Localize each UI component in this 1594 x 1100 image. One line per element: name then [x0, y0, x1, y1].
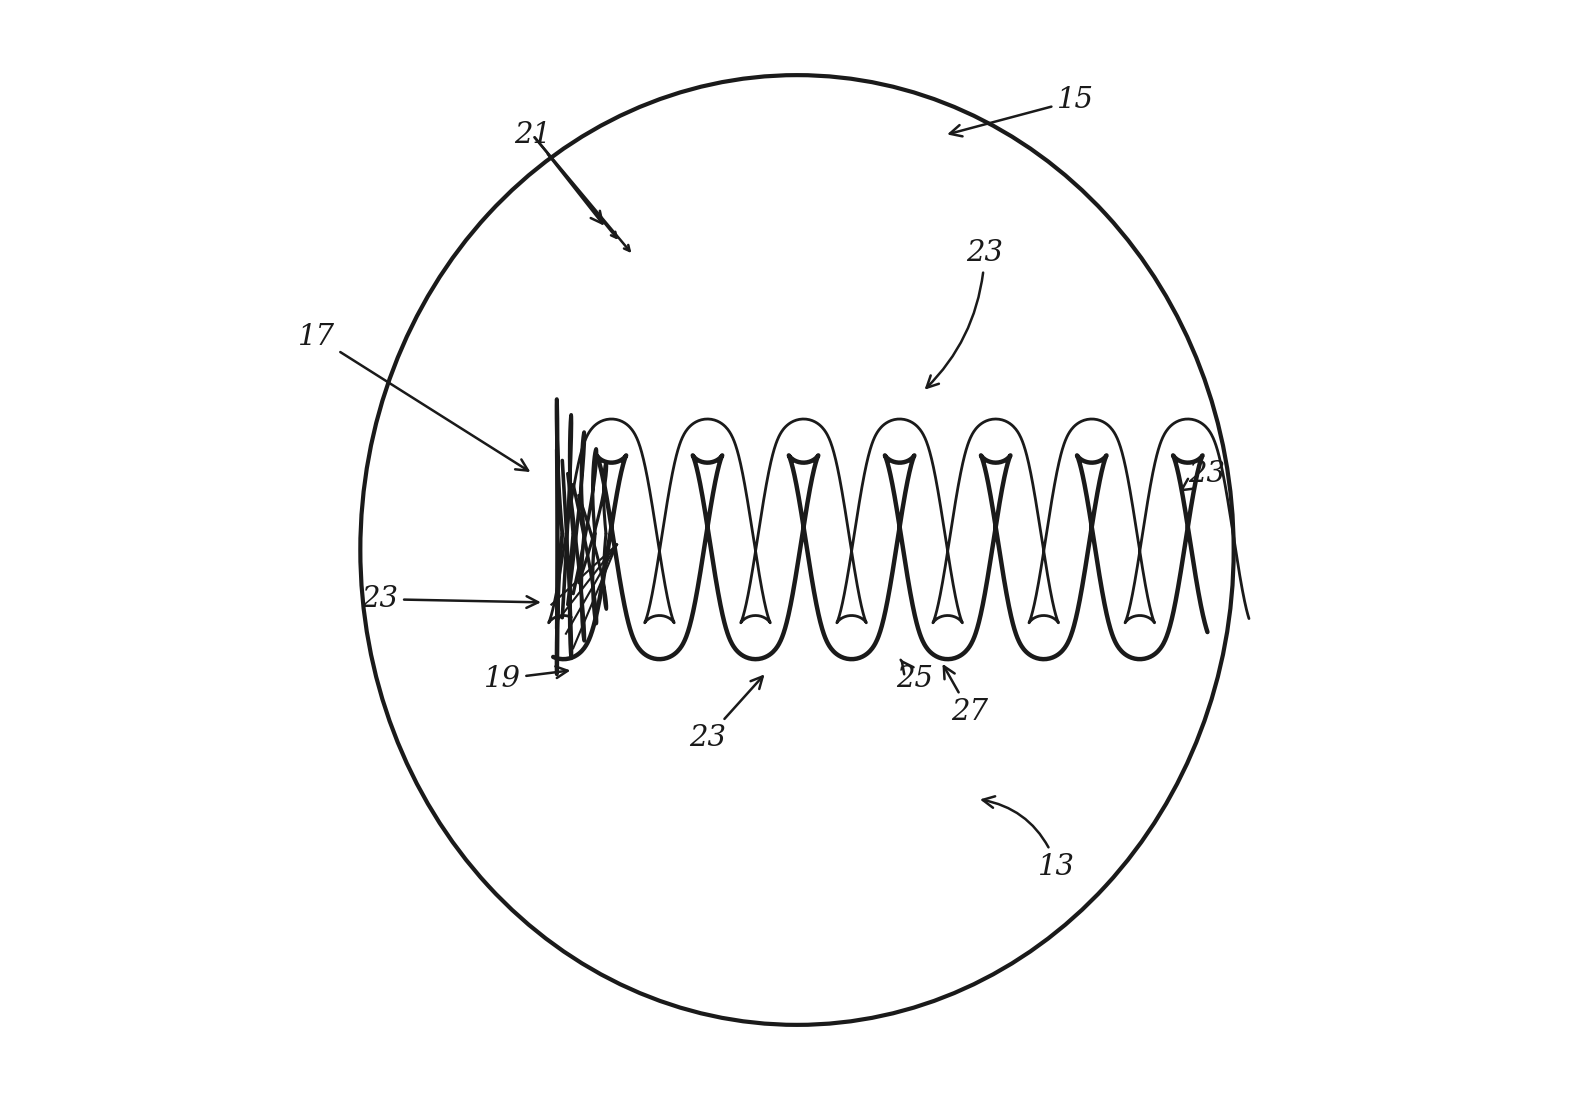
Text: 17: 17 — [298, 323, 528, 471]
Text: 15: 15 — [950, 86, 1093, 136]
Text: 23: 23 — [926, 239, 1003, 388]
Text: 25: 25 — [896, 660, 934, 693]
Text: 23: 23 — [689, 676, 762, 751]
Text: 19: 19 — [483, 664, 567, 693]
Text: 21: 21 — [515, 121, 603, 223]
Text: 23: 23 — [362, 585, 539, 613]
Text: 13: 13 — [982, 796, 1076, 881]
Text: 23: 23 — [1181, 460, 1224, 491]
Text: 27: 27 — [944, 667, 988, 726]
